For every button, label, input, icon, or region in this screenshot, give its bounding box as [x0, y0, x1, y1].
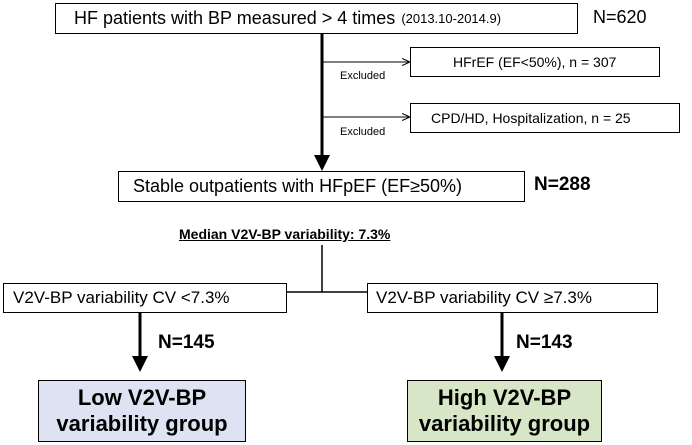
right-criterion-box: V2V-BP variability CV ≥7.3% [367, 283, 658, 313]
exclusion-1-box: HFrEF (EF<50%), n = 307 [410, 47, 660, 77]
exclusion-2-text: CPD/HD, Hospitalization, n = 25 [431, 110, 631, 126]
exclusion-1-text: HFrEF (EF<50%), n = 307 [453, 54, 617, 70]
exclusion-1-label: Excluded [340, 70, 386, 82]
right-criterion-text: V2V-BP variability CV ≥7.3% [376, 288, 592, 307]
left-criterion-box: V2V-BP variability CV <7.3% [3, 283, 287, 313]
top-cohort-period: (2013.10-2014.9) [401, 11, 502, 26]
stable-cohort-n: N=288 [534, 174, 591, 195]
exclusion-2-box: CPD/HD, Hospitalization, n = 25 [410, 103, 680, 133]
median-threshold-label: Median V2V-BP variability: 7.3% [179, 226, 391, 242]
low-group-line1: Low V2V-BP [77, 385, 207, 410]
high-variability-group-box: High V2V-BP variability group [407, 380, 602, 442]
top-cohort-text: HF patients with BP measured > 4 times [74, 8, 396, 28]
left-branch-n: N=145 [158, 332, 215, 353]
low-variability-group-box: Low V2V-BP variability group [38, 380, 246, 442]
left-arrowhead [132, 356, 148, 372]
high-group-line2: variability group [418, 411, 591, 436]
right-branch-n: N=143 [516, 332, 573, 353]
top-cohort-box: HF patients with BP measured > 4 times (… [55, 3, 578, 34]
high-group-line1: High V2V-BP [437, 385, 572, 410]
main-arrowhead [314, 155, 330, 171]
stable-cohort-text: Stable outpatients with HFpEF (EF≥50%) [133, 176, 463, 196]
right-arrowhead [494, 356, 510, 372]
stable-cohort-box: Stable outpatients with HFpEF (EF≥50%) [118, 171, 525, 202]
left-criterion-text: V2V-BP variability CV <7.3% [13, 288, 230, 307]
low-group-line2: variability group [56, 411, 228, 436]
exclusion-2-label: Excluded [340, 126, 386, 138]
top-cohort-n: N=620 [593, 7, 647, 27]
